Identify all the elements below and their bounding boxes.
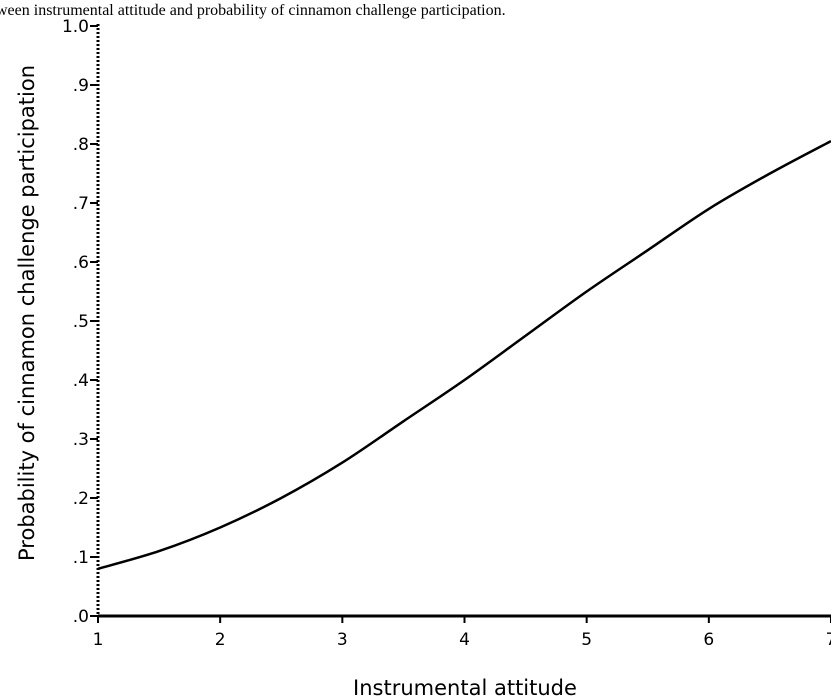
y-tick-label: 1.0	[62, 17, 89, 37]
y-tick-label: .3	[73, 430, 89, 450]
y-tick-label: .6	[73, 253, 89, 273]
series-group	[97, 139, 831, 571]
x-tick-label: 5	[581, 630, 592, 650]
y-tick-label: .7	[73, 194, 89, 214]
y-tick-label: .0	[73, 607, 89, 627]
y-tick-label: .4	[73, 371, 89, 391]
y-tick-label: .8	[73, 135, 89, 155]
probability-curve	[97, 139, 831, 571]
x-tick-label: 3	[337, 630, 348, 650]
x-tick-label: 2	[215, 630, 226, 650]
y-tick-label: .1	[73, 548, 89, 568]
chart-title: ween instrumental attitude and probabili…	[0, 2, 506, 19]
y-axis-title: Probability of cinnamon challenge partic…	[15, 65, 39, 561]
x-tick-label: 1	[93, 630, 104, 650]
y-tick-label: .5	[73, 312, 89, 332]
x-axis-title: Instrumental attitude	[353, 676, 577, 700]
x-axis: 1 2 3 4 5 6 7	[93, 614, 831, 650]
y-axis: .0 .1 .2 .3 .4 .5 .6 .7 .8 .9 1.0	[62, 17, 100, 627]
x-tick-label: 6	[703, 630, 714, 650]
x-tick-label: 7	[826, 630, 831, 650]
y-tick-label: .2	[73, 489, 89, 509]
y-tick-label: .9	[73, 76, 89, 96]
x-tick-label: 4	[459, 630, 470, 650]
